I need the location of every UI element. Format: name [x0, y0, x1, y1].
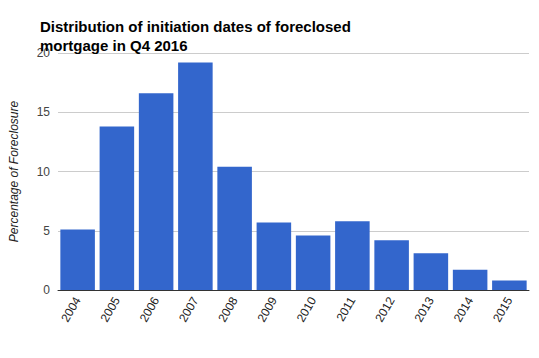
svg-text:2015: 2015 — [490, 294, 516, 324]
svg-text:2008: 2008 — [215, 294, 241, 324]
svg-text:2012: 2012 — [372, 294, 398, 324]
svg-text:mortgage in Q4 2016: mortgage in Q4 2016 — [40, 37, 188, 54]
svg-text:0: 0 — [43, 283, 50, 297]
svg-text:2005: 2005 — [97, 294, 123, 324]
svg-text:2013: 2013 — [411, 294, 437, 324]
svg-text:Percentage of Foreclosure: Percentage of Foreclosure — [7, 100, 21, 242]
svg-text:2006: 2006 — [137, 294, 163, 324]
svg-text:5: 5 — [43, 224, 50, 238]
svg-text:2009: 2009 — [254, 294, 280, 324]
svg-text:2007: 2007 — [176, 294, 202, 324]
svg-text:10: 10 — [37, 165, 51, 179]
svg-text:15: 15 — [37, 105, 51, 119]
svg-text:2014: 2014 — [451, 294, 477, 324]
svg-text:2011: 2011 — [333, 294, 358, 324]
svg-text:Distribution of initiation dat: Distribution of initiation dates of fore… — [40, 18, 355, 35]
svg-text:2004: 2004 — [58, 294, 84, 324]
svg-text:2010: 2010 — [294, 294, 320, 324]
